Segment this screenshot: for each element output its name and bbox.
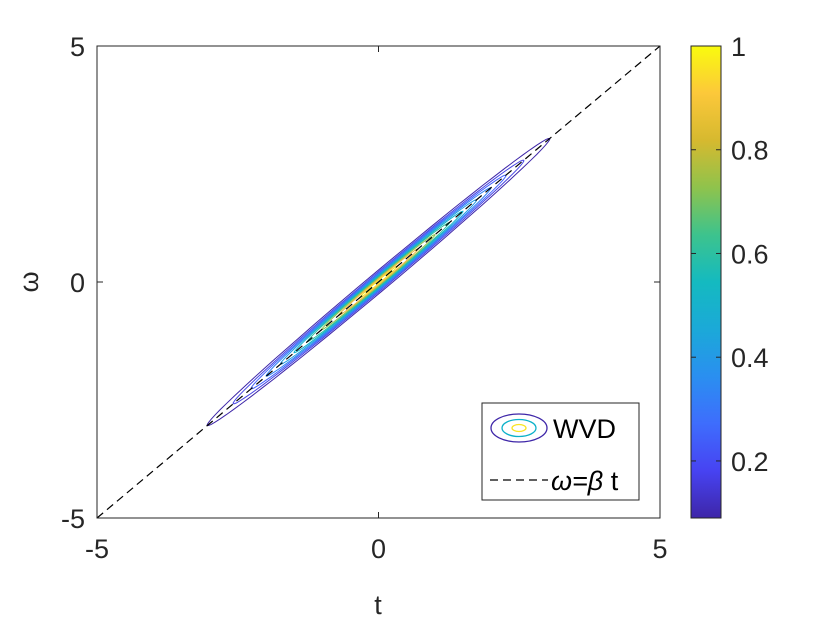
legend: WVD ω=β t: [481, 402, 640, 501]
y-axis-label: ω: [14, 271, 44, 292]
legend-label-t: t: [603, 466, 619, 496]
legend-box: [481, 402, 640, 501]
y-tick-label: -5: [61, 504, 85, 534]
legend-label-beta: β: [587, 466, 603, 496]
x-tick-label: -5: [85, 534, 109, 564]
x-tick-label: 5: [652, 534, 667, 564]
contour-level-4: [265, 187, 492, 377]
legend-label-wvd: WVD: [553, 414, 616, 444]
colorbar-tick-label: 0.8: [731, 136, 769, 166]
reference-line: [96, 45, 661, 519]
y-tick-label: 0: [70, 268, 85, 298]
colorbar: [690, 45, 722, 519]
colorbar-tick-label: 0.4: [731, 343, 769, 373]
legend-contour-ring: [490, 413, 548, 443]
colorbar-tick-label: 0.2: [731, 447, 769, 477]
colorbar-tick-label: 1: [731, 32, 746, 62]
legend-contour-icon: [490, 413, 548, 443]
x-tick-label: 0: [371, 534, 386, 564]
contour-level-6: [293, 210, 464, 354]
legend-contour-ring: [511, 423, 527, 433]
legend-label-omega: ω=: [551, 466, 588, 496]
y-axis-ticks: -5 0 5: [61, 32, 660, 534]
y-tick-label: 5: [70, 32, 85, 62]
legend-contour-ring: [501, 418, 537, 438]
legend-label-reference: ω=β t: [551, 466, 619, 496]
colorbar-tick-label: 0.6: [731, 239, 769, 269]
colorbar-ticks: 1 0.8 0.6 0.4 0.2: [691, 32, 769, 477]
x-axis-ticks: -5 0 5: [85, 46, 668, 564]
x-axis-label: t: [374, 590, 382, 620]
contour-level-2: [232, 159, 525, 405]
